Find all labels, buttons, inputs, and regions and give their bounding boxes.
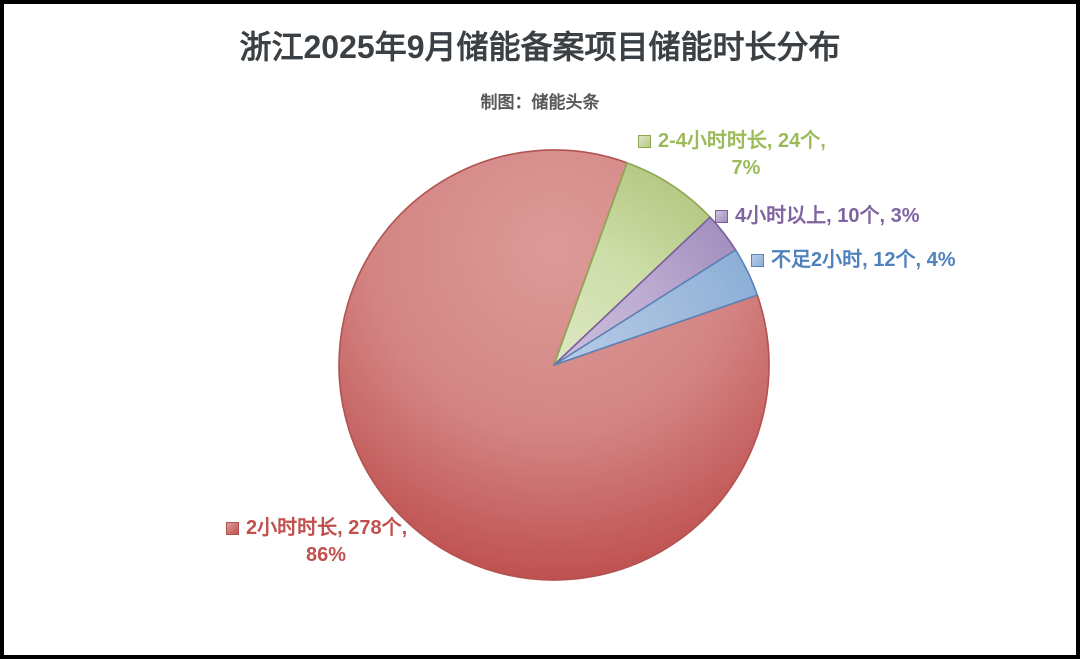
data-label-text: 2小时时长, 278个, (246, 517, 408, 539)
data-label-text: 不足2小时, 12个, 4% (771, 249, 956, 271)
chart-subtitle: 制图：储能头条 (480, 93, 600, 112)
data-label-percent: 86% (305, 544, 347, 566)
data-label-over-4h: 4小时以上, 10个, 3% (715, 203, 920, 231)
data-label-percent: 7% (731, 157, 761, 179)
pie-slice-1 (553, 162, 711, 366)
data-label-2-4h: 2-4小时时长, 24个, 7% (638, 128, 826, 179)
data-label-text: 2-4小时时长, 24个, (658, 130, 826, 152)
data-label-2h: 2小时时长, 278个, 86% (226, 515, 408, 566)
data-label-under-2h: 不足2小时, 12个, 4% (751, 247, 956, 275)
legend-marker-under-2h-icon (751, 254, 764, 267)
data-label-text: 4小时以上, 10个, 3% (735, 205, 920, 227)
legend-marker-over-4h-icon (715, 210, 728, 223)
page-title: 浙江2025年9月储能备案项目储能时长分布 (239, 29, 841, 65)
legend-marker-2h-icon (226, 522, 239, 535)
pie-slice-3 (553, 249, 759, 366)
legend-marker-2-4h-icon (638, 135, 651, 148)
